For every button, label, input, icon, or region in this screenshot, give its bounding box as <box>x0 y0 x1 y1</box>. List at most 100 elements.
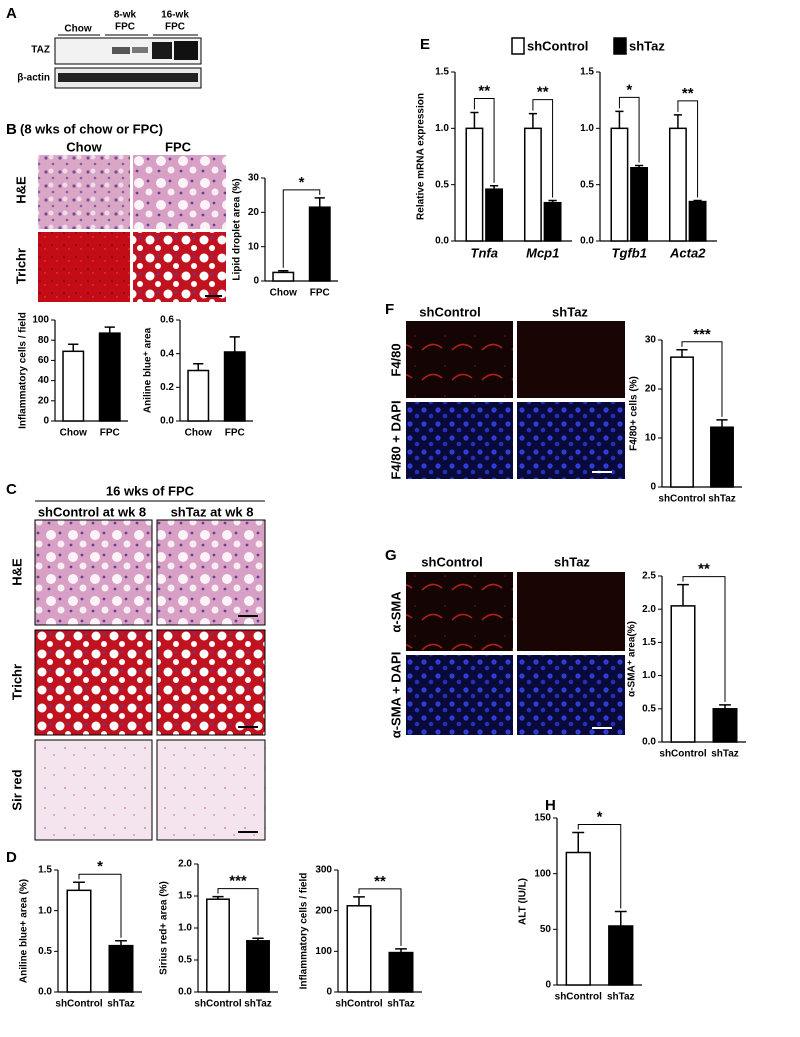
error-bar <box>252 937 264 941</box>
x-tick-label: shControl <box>335 999 382 1010</box>
y-tick-label: 60 <box>38 355 50 366</box>
panel-letter: C <box>6 481 17 498</box>
row-label: Sir red <box>9 769 24 810</box>
error-bar <box>673 114 683 129</box>
y-tick-label: 0.2 <box>160 382 174 393</box>
bar <box>62 350 85 422</box>
y-tick-label: 0 <box>253 276 259 287</box>
bar <box>630 167 649 242</box>
error-bar <box>693 199 702 202</box>
blot-group: Chow <box>64 24 91 35</box>
y-tick-label: 200 <box>315 905 332 916</box>
y-tick-label: 20 <box>248 207 260 218</box>
significance-bracket <box>618 96 640 163</box>
row-label: Trichr <box>13 248 28 284</box>
y-tick-label: 1.0 <box>642 670 656 681</box>
y-tick-label: 1.5 <box>435 67 449 78</box>
significance: *** <box>229 873 247 890</box>
significance-bracket <box>358 888 402 946</box>
y-tick-label: 20 <box>38 395 50 406</box>
error-bar <box>634 164 644 168</box>
micrograph <box>38 232 130 302</box>
panel-letter: G <box>385 547 397 564</box>
bar <box>710 426 734 488</box>
x-tick-label: shControl <box>659 749 706 760</box>
y-axis-label: Aniline blue+ area (%) <box>19 879 30 983</box>
panel-letter: F <box>385 301 394 318</box>
bar <box>465 127 484 242</box>
micrograph <box>34 519 153 626</box>
bar <box>485 188 504 242</box>
error-bar <box>395 948 407 953</box>
y-tick-label: 10 <box>645 433 657 444</box>
significance-bracket <box>677 100 699 198</box>
y-tick-label: 2.5 <box>642 571 656 582</box>
column-label: FPC <box>165 139 192 154</box>
micrograph <box>34 629 153 736</box>
x-tick-label: Mcp1 <box>526 245 559 260</box>
error-bar <box>212 895 224 900</box>
error-bar <box>677 583 689 606</box>
error-bar <box>470 111 479 129</box>
y-tick-label: 50 <box>540 924 552 935</box>
y-tick-label: 1.0 <box>580 123 594 134</box>
x-tick-label: Acta2 <box>669 245 706 260</box>
y-tick-label: 300 <box>315 865 332 876</box>
x-tick-label: shTaz <box>711 749 739 760</box>
bar <box>223 351 246 422</box>
micrograph <box>133 155 226 229</box>
bar <box>670 605 696 743</box>
y-axis-label: Lipid droplet area (%) <box>232 178 243 280</box>
y-tick-label: 1.5 <box>178 891 192 902</box>
micrograph <box>517 655 625 735</box>
significance: * <box>299 174 305 191</box>
significance-bracket <box>282 189 321 268</box>
panel-title: (8 wks of chow or FPC) <box>20 121 163 136</box>
y-tick-label: 100 <box>315 946 332 957</box>
significance-bracket <box>473 98 495 183</box>
bar <box>98 332 121 422</box>
bar <box>608 925 634 986</box>
y-tick-label: 0 <box>326 987 332 998</box>
significance: * <box>97 858 103 875</box>
x-tick-label: shControl <box>658 494 705 505</box>
error-bar <box>115 940 127 946</box>
row-label: Trichr <box>9 664 24 700</box>
blot-group: 16-wk <box>161 10 189 21</box>
x-tick-label: Tnfa <box>471 245 498 260</box>
x-tick-label: shControl <box>194 999 241 1010</box>
error-bar <box>73 881 85 891</box>
y-tick-label: 100 <box>32 315 49 326</box>
y-axis-label: Aniline blue⁺ area <box>143 327 154 413</box>
y-axis-label: F4/80+ cells (%) <box>629 376 640 451</box>
y-tick-label: 150 <box>534 813 551 824</box>
y-axis-label: α-SMA⁺ area(%) <box>627 621 638 697</box>
row-label: α-SMA + DAPI <box>388 652 403 739</box>
blot <box>54 37 202 89</box>
bar <box>388 951 414 993</box>
bar <box>66 889 92 993</box>
column-label: shTaz at wk 8 <box>171 504 254 519</box>
significance: ** <box>478 83 490 100</box>
blot-group: FPC <box>115 22 135 33</box>
x-tick-label: FPC <box>100 428 120 439</box>
row-label: α-SMA <box>388 591 403 633</box>
bar <box>670 356 694 488</box>
panel-letter: E <box>420 36 430 53</box>
legend-swatch <box>613 37 627 55</box>
error-bar <box>193 363 204 371</box>
x-tick-label: FPC <box>310 288 330 299</box>
micrograph <box>406 321 513 398</box>
blot-row-label: β-actin <box>17 73 50 84</box>
error-bar <box>68 343 79 352</box>
error-bar <box>278 269 289 273</box>
bar <box>565 851 591 986</box>
error-bar <box>548 199 557 203</box>
significance-bracket <box>78 873 122 938</box>
column-label: shControl <box>421 554 482 569</box>
micrograph <box>133 232 226 302</box>
y-tick-label: 0.4 <box>160 348 174 359</box>
error-bar <box>353 896 365 906</box>
y-tick-label: 10 <box>248 241 260 252</box>
y-tick-label: 0.0 <box>580 236 594 247</box>
